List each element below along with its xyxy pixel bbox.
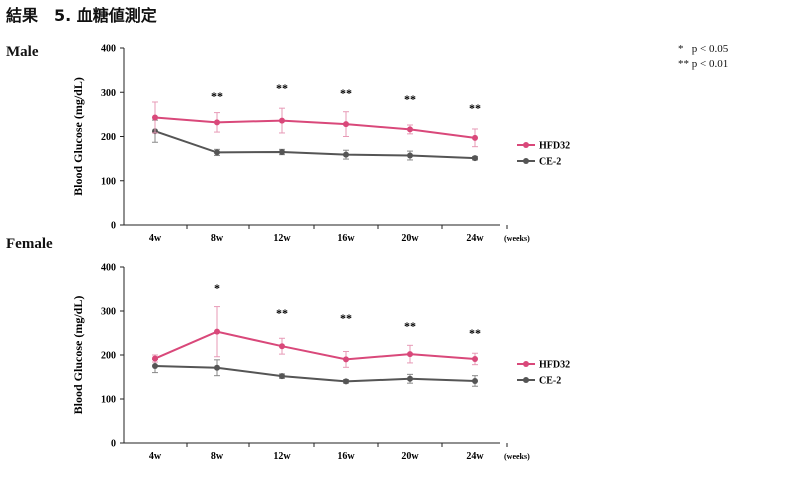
female-ce2-line — [154, 365, 476, 383]
male-significance-mark: ** — [211, 89, 223, 103]
male-significance-mark: ** — [276, 81, 288, 95]
male-x-tick-label: 12w — [273, 233, 291, 244]
female-ce2-point — [279, 373, 285, 380]
female-significance-mark: ** — [404, 319, 416, 333]
male-legend-ce2-label: CE-2 — [539, 157, 561, 168]
significance-legend: * p < 0.05 ** p < 0.01 — [678, 42, 728, 72]
male-y-tick-label: 200 — [101, 132, 116, 143]
female-ce2-point — [214, 364, 220, 371]
female-hfd32-point — [343, 356, 349, 363]
male-ce2-point — [279, 148, 285, 155]
female-y-tick-label: 100 — [101, 395, 116, 406]
sig-symbol-single: * — [678, 43, 684, 55]
female-y-tick-label: 400 — [101, 263, 116, 274]
female-x-unit-label: (weeks) — [504, 452, 530, 461]
male-ce2-point — [343, 151, 349, 158]
male-ce2-point — [472, 155, 478, 162]
female-y-axis-label: Blood Glucose (mg/dL) — [71, 296, 85, 415]
male-hfd32-point — [152, 114, 158, 121]
female-hfd32-point — [152, 355, 158, 362]
female-x-tick-label: 8w — [211, 451, 224, 462]
female-ce2-point — [472, 377, 478, 384]
female-significance-mark: * — [214, 281, 220, 295]
female-ce2-point — [407, 375, 413, 382]
female-y-tick-label: 0 — [111, 439, 116, 450]
male-x-unit-label: (weeks) — [504, 234, 530, 243]
female-x-tick-label: 20w — [401, 451, 419, 462]
female-x-tick-label: 4w — [149, 451, 162, 462]
female-x-tick-label: 16w — [337, 451, 355, 462]
male-y-tick-label: 300 — [101, 88, 116, 99]
male-significance-mark: ** — [469, 101, 481, 115]
female-significance-mark: ** — [276, 306, 288, 320]
male-significance-mark: ** — [340, 86, 352, 100]
female-hfd32-point — [472, 355, 478, 362]
male-legend-hfd32-label: HFD32 — [539, 141, 570, 152]
male-ce2-point — [214, 149, 220, 156]
male-legend-ce2-marker — [523, 158, 529, 164]
sig-legend-row-p01: ** p < 0.01 — [678, 57, 728, 72]
page-title: 結果 5. 血糖値測定 — [6, 6, 157, 25]
male-hfd32-point — [343, 121, 349, 128]
male-hfd32-point — [407, 126, 413, 133]
sig-symbol-double: ** — [678, 58, 689, 70]
female-y-tick-label: 200 — [101, 351, 116, 362]
female-legend-hfd32-label: HFD32 — [539, 360, 570, 371]
female-significance-mark: ** — [340, 311, 352, 325]
male-y-tick-label: 400 — [101, 44, 116, 55]
male-x-tick-label: 4w — [149, 233, 162, 244]
female-panel-label: Female — [6, 236, 53, 252]
male-x-tick-label: 24w — [466, 233, 484, 244]
male-hfd32-point — [279, 117, 285, 124]
female-hfd32-line — [154, 330, 476, 361]
sig-legend-row-p05: * p < 0.05 — [678, 42, 728, 57]
female-ce2-point — [343, 378, 349, 385]
female-ce2-point — [152, 363, 158, 369]
sig-text-p05: p < 0.05 — [691, 43, 729, 55]
male-y-axis-label: Blood Glucose (mg/dL) — [71, 77, 85, 196]
female-y-tick-label: 300 — [101, 307, 116, 318]
male-panel-label: Male — [6, 44, 39, 60]
male-y-tick-label: 0 — [111, 221, 116, 232]
male-hfd32-point — [472, 134, 478, 141]
male-x-tick-label: 16w — [337, 233, 355, 244]
male-hfd32-line — [154, 116, 476, 139]
female-significance-mark: ** — [469, 326, 481, 340]
male-y-tick-label: 100 — [101, 176, 116, 187]
female-hfd32-point — [407, 351, 413, 358]
male-x-tick-label: 8w — [211, 233, 224, 244]
male-hfd32-point — [214, 119, 220, 126]
female-legend-hfd32-marker — [523, 361, 529, 367]
female-hfd32-point — [214, 328, 220, 335]
male-ce2-point — [407, 152, 413, 159]
female-x-tick-label: 24w — [466, 451, 484, 462]
male-significance-mark: ** — [404, 92, 416, 106]
male-legend-hfd32-marker — [523, 142, 529, 148]
female-legend-ce2-marker — [523, 377, 529, 383]
sig-text-p01: p < 0.01 — [691, 58, 729, 70]
male-ce2-line — [154, 130, 476, 160]
female-x-tick-label: 12w — [273, 451, 291, 462]
male-x-tick-label: 20w — [401, 233, 419, 244]
female-legend-ce2-label: CE-2 — [539, 376, 561, 387]
female-hfd32-point — [279, 343, 285, 350]
